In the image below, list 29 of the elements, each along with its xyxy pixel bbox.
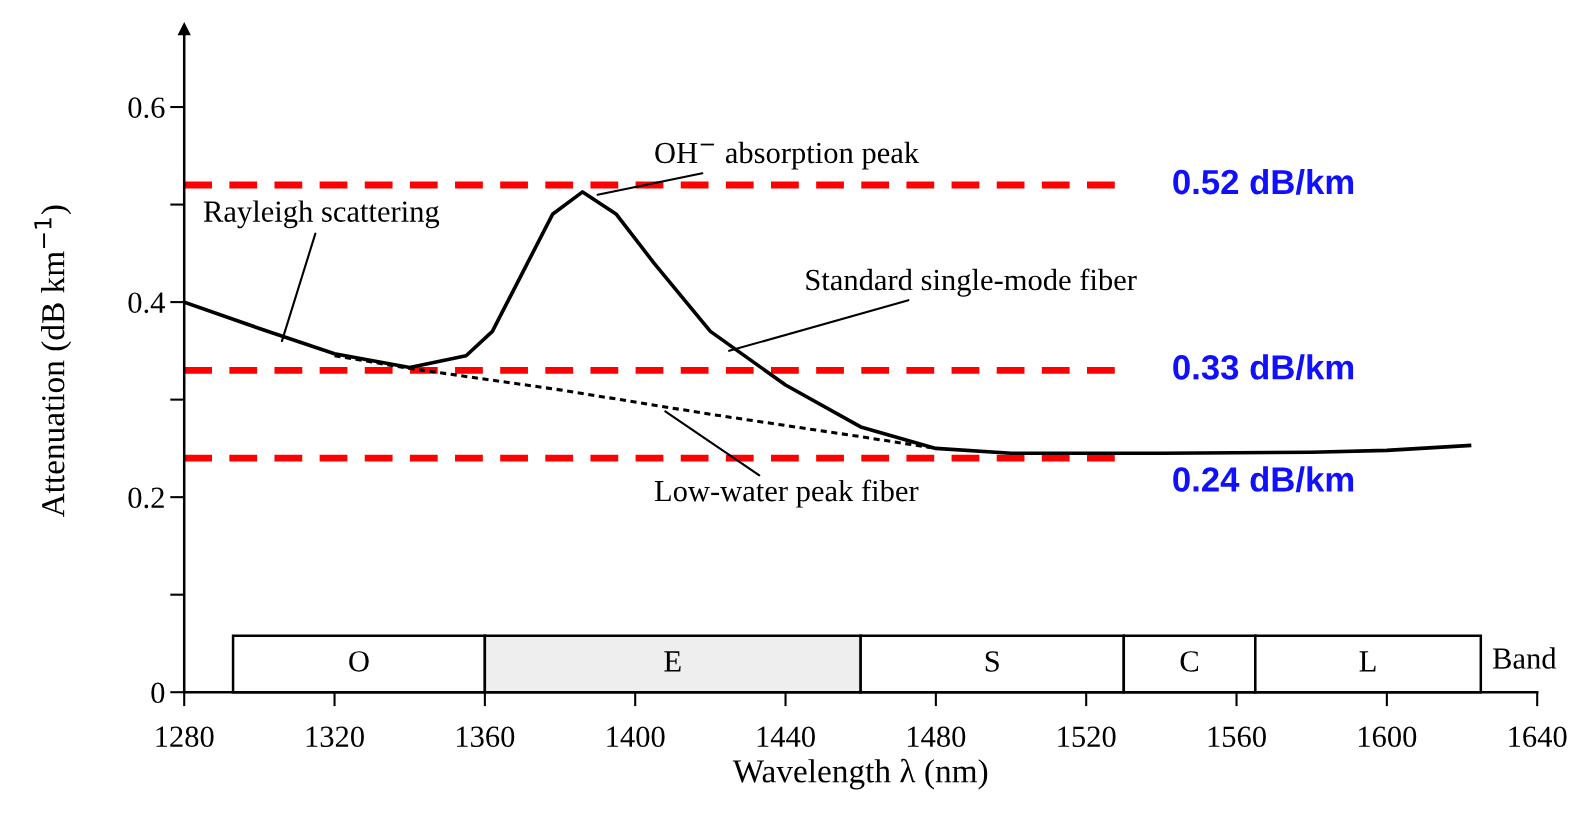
band-label: E — [664, 651, 681, 672]
annotation: Band — [1492, 647, 1557, 669]
band-label: L — [1359, 651, 1376, 672]
ref-line-label: 0.24 dB/km — [1173, 466, 1354, 493]
y-tick-label: 0.2 — [128, 487, 164, 509]
band-label: C — [1180, 651, 1199, 672]
annotation: Low-water peak fiber — [654, 479, 919, 508]
y-tick-label: 0.4 — [128, 292, 165, 314]
ref-line-label: 0.33 dB/km — [1173, 354, 1354, 381]
annotation: Standard single-mode fiber — [806, 268, 1137, 297]
band-label: O — [349, 651, 369, 672]
x-tick-label: 1560 — [1208, 726, 1266, 748]
x-tick-label: 1400 — [607, 726, 665, 748]
x-tick-label: 1280 — [156, 726, 214, 748]
x-tick-label: 1600 — [1358, 726, 1417, 748]
ref-line-label: 0.52 dB/km — [1173, 168, 1354, 195]
x-tick-label: 1480 — [907, 726, 966, 748]
band-label: S — [985, 651, 999, 672]
y-tick-label: 0.6 — [128, 97, 165, 119]
x-axis-title: Wavelength λ (nm) — [732, 758, 988, 790]
y-axis-title: Attenuation (dB km$^{−1}$) — [34, 205, 72, 518]
annotation: Rayleigh scattering — [203, 200, 440, 229]
x-tick-label: 1640 — [1509, 726, 1567, 748]
x-tick-label: 1360 — [457, 726, 515, 748]
x-tick-label: 1320 — [306, 726, 364, 748]
annotation: OH$^{−}$ absorption peak — [655, 141, 920, 170]
x-tick-label: 1520 — [1058, 726, 1116, 748]
y-tick-label: 0 — [151, 682, 165, 704]
x-tick-label: 1440 — [757, 726, 815, 748]
